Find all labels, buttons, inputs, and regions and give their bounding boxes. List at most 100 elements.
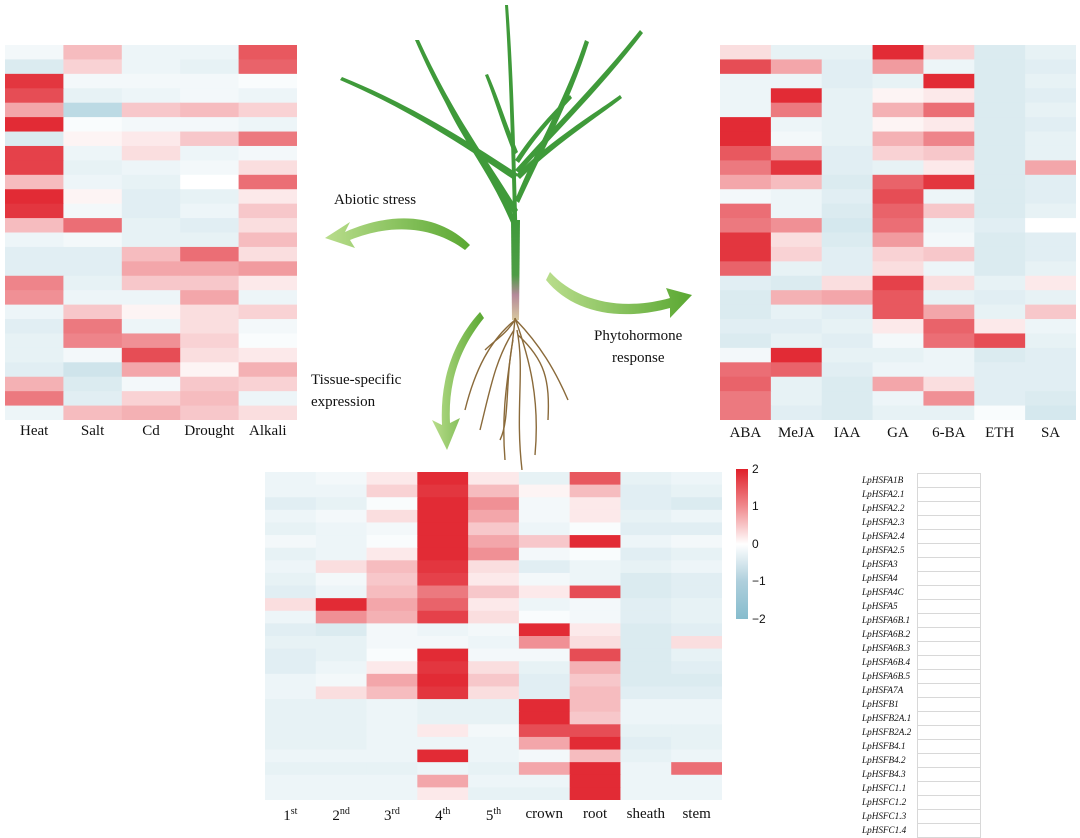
column-label: stem xyxy=(682,806,711,822)
heatmap-cell xyxy=(821,45,874,61)
tissue-label-line2: expression xyxy=(311,394,376,410)
heatmap-cell xyxy=(720,73,772,89)
gene-name: LpHSFA5 xyxy=(862,601,898,611)
column-label: 2nd xyxy=(332,806,350,824)
heatmap-cell xyxy=(315,547,368,561)
heatmap-cell xyxy=(417,484,469,498)
gene-cell xyxy=(917,655,981,669)
heatmap-cell xyxy=(720,160,772,176)
heatmap-cell xyxy=(974,131,1026,147)
heatmap-cell xyxy=(671,535,722,549)
heatmap-cell xyxy=(5,333,64,349)
heatmap-cell xyxy=(770,117,823,133)
heatmap-cell xyxy=(720,261,772,277)
heatmap-cell xyxy=(518,762,571,776)
heatmap-cell xyxy=(872,45,925,61)
heatmap-cell xyxy=(872,117,925,133)
heatmap-cell xyxy=(518,484,571,498)
heatmap-cell xyxy=(770,218,823,234)
heatmap-cell xyxy=(518,648,571,662)
heatmap-cell xyxy=(121,232,181,248)
heatmap-cell xyxy=(923,160,975,176)
heatmap-cell xyxy=(872,145,925,161)
heatmap-cell xyxy=(5,117,64,133)
heatmap-cell xyxy=(468,661,520,675)
heatmap-cell xyxy=(417,560,469,574)
heatmap-cell xyxy=(180,160,240,176)
heatmap-cell xyxy=(569,648,622,662)
heatmap-cell xyxy=(518,686,571,700)
heatmap-cell xyxy=(180,347,240,363)
heatmap-cell xyxy=(770,45,823,61)
heatmap-cell xyxy=(770,145,823,161)
heatmap-cell xyxy=(671,497,722,511)
heatmap-cell xyxy=(872,376,925,392)
heatmap-cell xyxy=(923,88,975,104)
column-label: IAA xyxy=(833,425,861,441)
heatmap-cell xyxy=(366,686,418,700)
heatmap-cell xyxy=(720,174,772,190)
heatmap-cell xyxy=(821,203,874,219)
heatmap-cell xyxy=(63,160,123,176)
gene-cell xyxy=(917,473,981,487)
heatmap-cell xyxy=(620,535,672,549)
heatmap-cell xyxy=(315,774,368,788)
heatmap-cell xyxy=(974,117,1026,133)
heatmap-cell xyxy=(468,522,520,536)
plant-illustration xyxy=(325,5,692,470)
gene-cell xyxy=(917,515,981,529)
heatmap-cell xyxy=(518,724,571,738)
roots xyxy=(464,317,569,470)
heatmap-cell xyxy=(366,585,418,599)
column-label: SA xyxy=(1040,425,1061,441)
heatmap-cell xyxy=(872,333,925,349)
heatmap-cell xyxy=(518,560,571,574)
heatmap-cell xyxy=(417,699,469,713)
heatmap-cell xyxy=(620,572,672,587)
heatmap-cell xyxy=(468,648,520,662)
gene-cell xyxy=(917,809,981,823)
heatmap-cell xyxy=(770,246,823,262)
heatmap-cell xyxy=(366,636,418,650)
heatmap-cell xyxy=(121,246,181,262)
heatmap-cell xyxy=(518,711,571,725)
gene-name: LpHSFC1.4 xyxy=(862,825,907,835)
heatmap-cell xyxy=(569,736,622,751)
heatmap-cell xyxy=(872,261,925,277)
legend-tick-2: 2 xyxy=(752,462,759,476)
heatmap-cell xyxy=(63,131,123,147)
heatmap-cell xyxy=(1025,88,1076,104)
heatmap-cell xyxy=(417,497,469,511)
heatmap-cell xyxy=(518,610,571,624)
heatmap-cell xyxy=(620,711,672,725)
heatmap-cell xyxy=(315,598,368,612)
heatmap-cell xyxy=(366,484,418,498)
gene-name: LpHSFB4.2 xyxy=(862,755,906,765)
heatmap-cell xyxy=(872,59,925,75)
column-label: sheath xyxy=(626,806,665,822)
heatmap-cell xyxy=(1025,362,1076,378)
heatmap-cell xyxy=(821,362,874,378)
heatmap-cell xyxy=(468,711,520,725)
column-label: 3rd xyxy=(384,806,400,824)
heatmap-cell xyxy=(974,45,1026,61)
heatmap-cell xyxy=(770,189,823,205)
gene-cell xyxy=(917,557,981,571)
heatmap-cell xyxy=(5,131,64,147)
heatmap-cell xyxy=(468,497,520,511)
gene-name: LpHSFB4.1 xyxy=(862,741,906,751)
heatmap-cell xyxy=(180,333,240,349)
heatmap-cell xyxy=(366,699,418,713)
heatmap-cell xyxy=(238,333,297,349)
heatmap-cell xyxy=(620,522,672,536)
heatmap-cell xyxy=(5,88,64,104)
gene-name: LpHSFA2.3 xyxy=(862,517,905,527)
heatmap-cell xyxy=(366,736,418,751)
heatmap-cell xyxy=(518,749,571,763)
gene-cell xyxy=(917,529,981,543)
heatmap-cell xyxy=(569,472,622,486)
heatmap-cell xyxy=(238,174,297,190)
heatmap-cell xyxy=(180,117,240,133)
gene-name: LpHSFA7A xyxy=(862,685,904,695)
heatmap-cell xyxy=(468,547,520,561)
